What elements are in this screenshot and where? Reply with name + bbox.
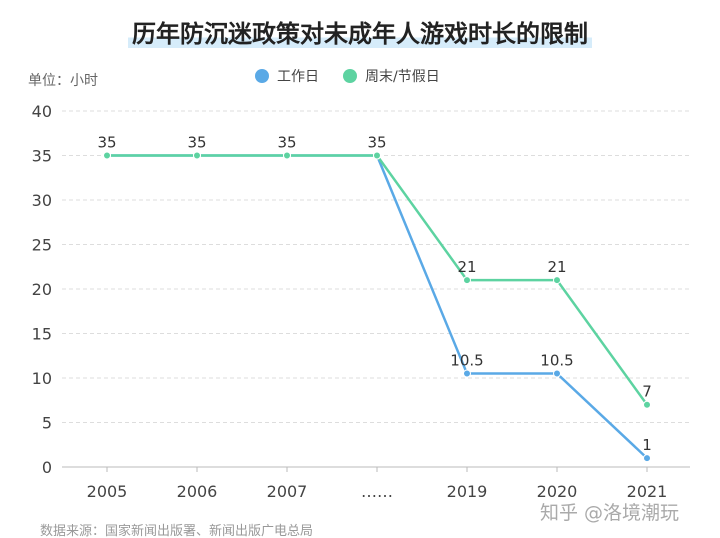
y-tick-label: 40 (32, 102, 52, 121)
source-note: 数据来源：国家新闻出版署、新闻出版广电总局 (40, 524, 314, 538)
data-label: 21 (457, 258, 476, 276)
series-line-0 (107, 154, 648, 460)
data-label: 35 (187, 134, 206, 152)
data-point (463, 369, 471, 378)
legend: 工作日 周末/节假日 (255, 66, 440, 86)
legend-item-workday[interactable]: 工作日 (255, 66, 319, 86)
data-point (643, 454, 651, 463)
data-label: 35 (277, 134, 296, 152)
legend-dot-workday (255, 69, 269, 83)
x-tick-label: 2021 (627, 482, 668, 501)
data-point (553, 369, 561, 378)
data-point (193, 151, 201, 160)
y-tick-label: 30 (32, 191, 52, 210)
data-point (283, 151, 291, 160)
x-tick-label: …… (361, 482, 393, 501)
y-tick-label: 15 (32, 325, 52, 344)
y-tick-label: 20 (32, 280, 52, 299)
data-label: 35 (97, 134, 116, 152)
legend-dot-weekend (343, 69, 357, 83)
x-tick-label: 2007 (267, 482, 308, 501)
y-tick-label: 5 (42, 414, 52, 433)
data-point (643, 400, 651, 409)
data-label: 35 (367, 134, 386, 152)
watermark: 知乎 @洛境潮玩 (540, 502, 680, 524)
data-label: 10.5 (450, 352, 483, 370)
data-label: 7 (642, 383, 652, 401)
legend-item-weekend[interactable]: 周末/节假日 (343, 66, 440, 86)
data-label: 10.5 (540, 352, 573, 370)
data-point (373, 151, 381, 160)
data-point (553, 276, 561, 285)
y-tick-label: 0 (42, 458, 52, 477)
x-tick-label: 2006 (177, 482, 218, 501)
x-tick-label: 2005 (87, 482, 128, 501)
y-tick-label: 10 (32, 369, 52, 388)
data-point (103, 151, 111, 160)
data-point (463, 276, 471, 285)
y-tick-label: 25 (32, 236, 52, 255)
data-label: 21 (547, 258, 566, 276)
x-tick-label: 2020 (537, 482, 578, 501)
chart-title: 历年防沉迷政策对未成年人游戏时长的限制 (0, 14, 720, 49)
unit-label: 单位：小时 (28, 73, 98, 89)
x-tick-label: 2019 (447, 482, 488, 501)
data-label: 1 (642, 436, 652, 454)
y-tick-label: 35 (32, 147, 52, 166)
